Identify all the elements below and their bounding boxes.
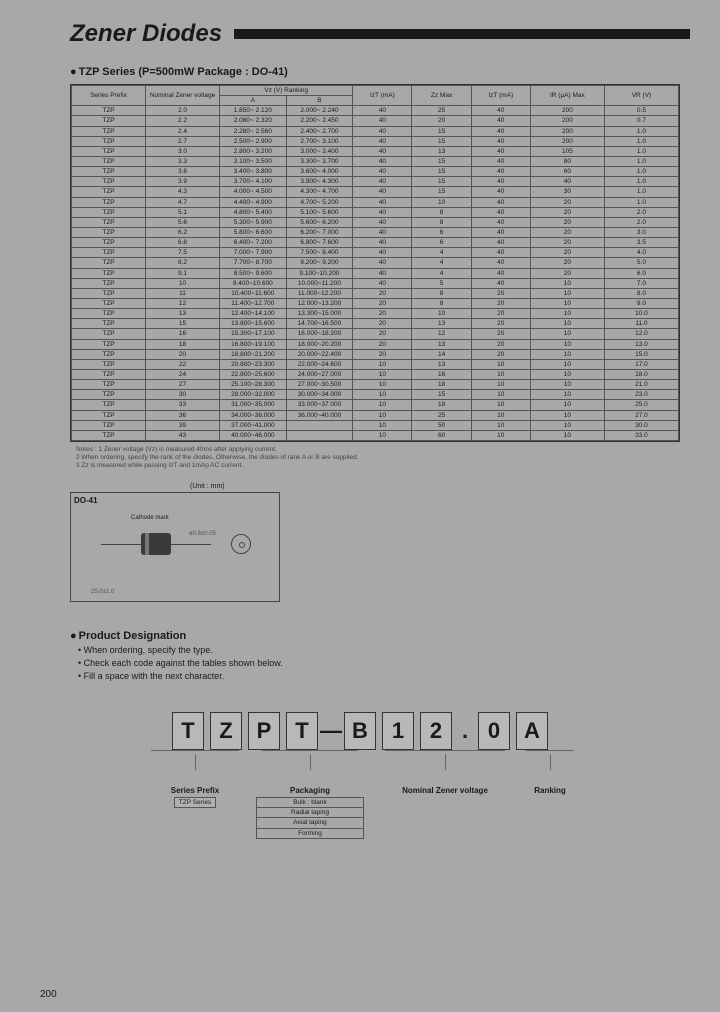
series-prefix-box: TZP Series [174,797,216,808]
table-notes: Notes : 1 Zener voltage (Vz) is measured… [76,446,680,469]
package-drawing: DO-41 Cathode mark 25.0±1.0 ø0.6±0.05 [70,492,280,602]
spec-table: Series PrefixNominal Zener voltageVz (V)… [70,84,680,442]
label-series-prefix: Series Prefix [146,786,244,795]
label-nominal: Nominal Zener voltage [376,786,514,795]
product-designation-text: • When ordering, specify the type.• Chec… [78,644,720,682]
page-title: Zener Diodes [70,20,222,48]
cathode-label: Cathode mark [131,515,169,521]
title-bar [234,29,690,39]
designation-code: TZPT—B12.0A [0,712,720,750]
label-ranking: Ranking [526,786,574,795]
designation-labels: Series Prefix TZP Series Packaging Bulk … [0,754,720,841]
page-number: 200 [40,989,57,1000]
unit-label: (Unit : mm) [190,483,720,490]
package-name: DO-41 [74,496,276,505]
series-subtitle: TZP Series (P=500mW Package : DO-41) [70,66,720,78]
product-designation-title: Product Designation [70,630,720,642]
label-packaging: Packaging [256,786,364,795]
